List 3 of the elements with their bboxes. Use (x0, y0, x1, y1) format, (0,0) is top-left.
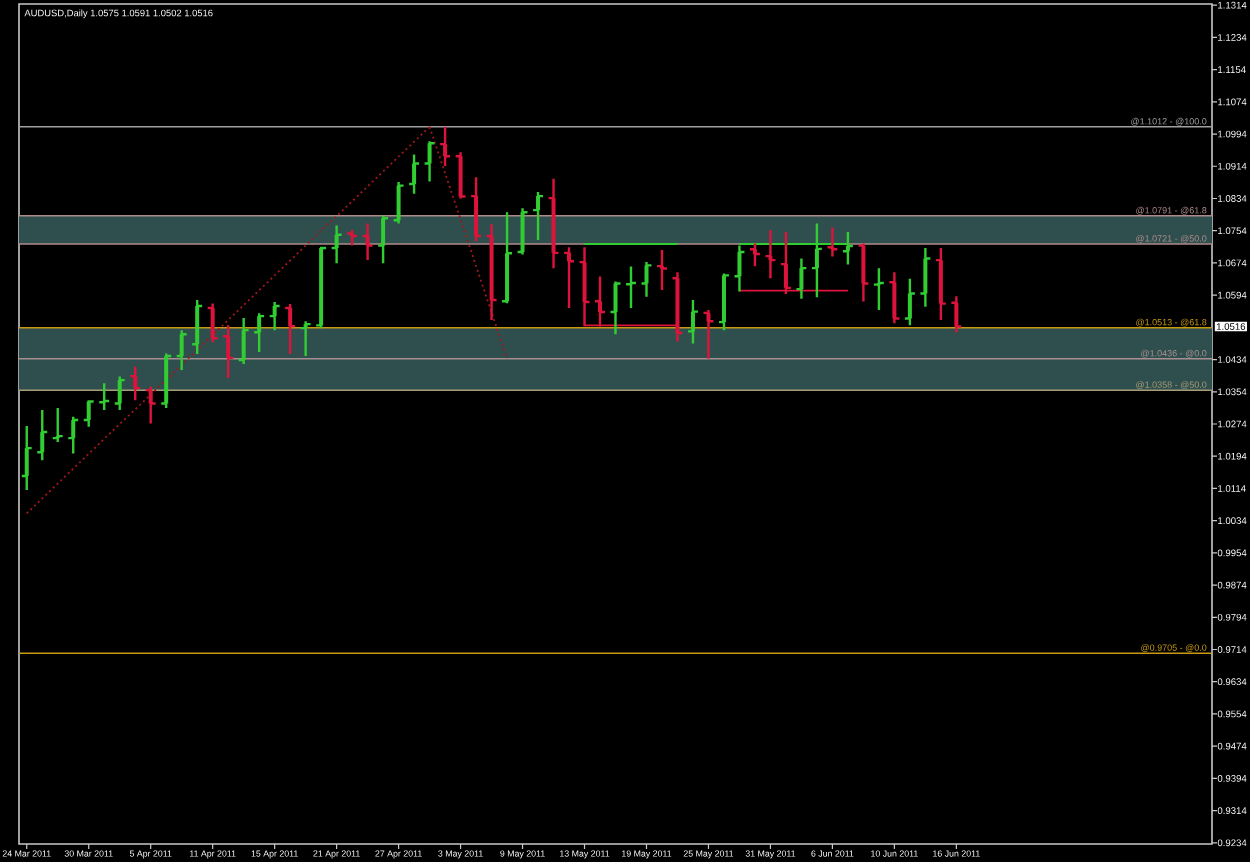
candlestick (624, 265, 638, 310)
candlestick (655, 248, 669, 292)
candlestick (562, 246, 576, 310)
